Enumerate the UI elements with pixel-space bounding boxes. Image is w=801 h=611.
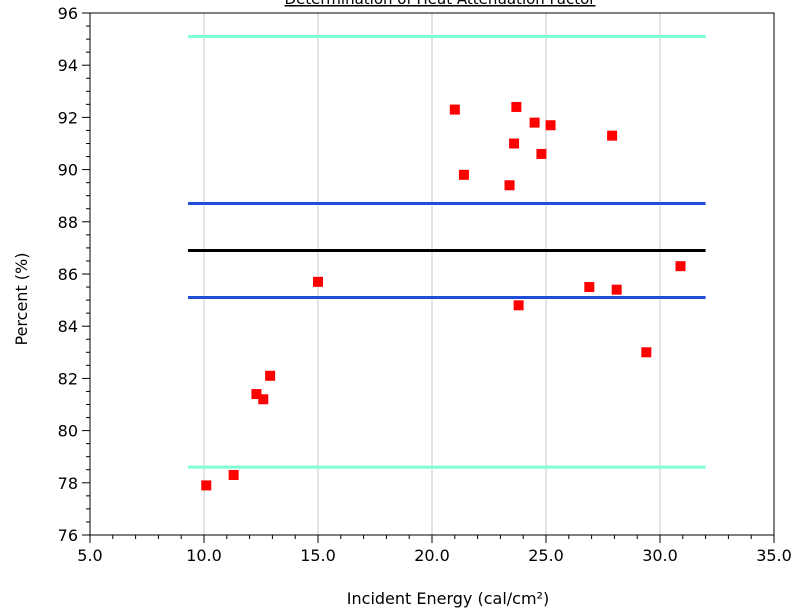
- data-point: [504, 180, 515, 191]
- x-axis-title: Incident Energy (cal/cm²): [347, 589, 549, 608]
- data-point: [251, 389, 262, 400]
- y-tick-label: 80: [58, 422, 78, 441]
- reference-lines: [188, 34, 706, 469]
- y-tick-label: 82: [58, 369, 78, 388]
- data-point: [536, 148, 547, 159]
- data-point: [265, 370, 276, 381]
- data-point: [201, 480, 212, 491]
- data-point: [513, 300, 524, 311]
- y-tick-label: 78: [58, 474, 78, 493]
- data-point: [509, 138, 520, 149]
- data-point: [511, 101, 522, 112]
- y-tick-label: 86: [58, 265, 78, 284]
- y-tick-label: 84: [58, 317, 78, 336]
- data-point: [641, 347, 652, 358]
- x-tick-label: 35.0: [756, 546, 792, 565]
- y-axis-title: Percent (%): [12, 253, 31, 346]
- data-point: [675, 261, 686, 272]
- data-point: [545, 120, 556, 131]
- x-tick-label: 5.0: [77, 546, 102, 565]
- x-tick-label: 10.0: [186, 546, 222, 565]
- data-point: [529, 117, 540, 128]
- x-tick-label: 30.0: [642, 546, 678, 565]
- data-points: [201, 101, 686, 491]
- x-tick-label: 25.0: [528, 546, 564, 565]
- data-point: [449, 104, 460, 115]
- data-point: [611, 284, 622, 295]
- x-tick-label: 20.0: [414, 546, 450, 565]
- data-point: [313, 276, 323, 287]
- data-point: [584, 282, 595, 293]
- data-point: [607, 130, 618, 141]
- chart-title: Determination of Heat Attenuation Factor: [285, 0, 597, 8]
- axes: 5.0 10.0 15.0 20.0 25.0 30.0 35.0 76 78 80 82 84 86 8…: [58, 4, 792, 565]
- y-tick-label: 76: [58, 526, 78, 545]
- data-point: [258, 394, 269, 405]
- y-tick-label: 90: [58, 161, 78, 180]
- y-tick-label: 88: [58, 213, 78, 232]
- y-tick-label: 94: [58, 56, 78, 75]
- y-tick-label: 92: [58, 108, 78, 127]
- data-point: [228, 469, 239, 480]
- y-tick-label: 96: [58, 4, 78, 23]
- grid-layer: [203, 13, 661, 535]
- data-point: [458, 169, 469, 180]
- x-tick-label: 15.0: [300, 546, 336, 565]
